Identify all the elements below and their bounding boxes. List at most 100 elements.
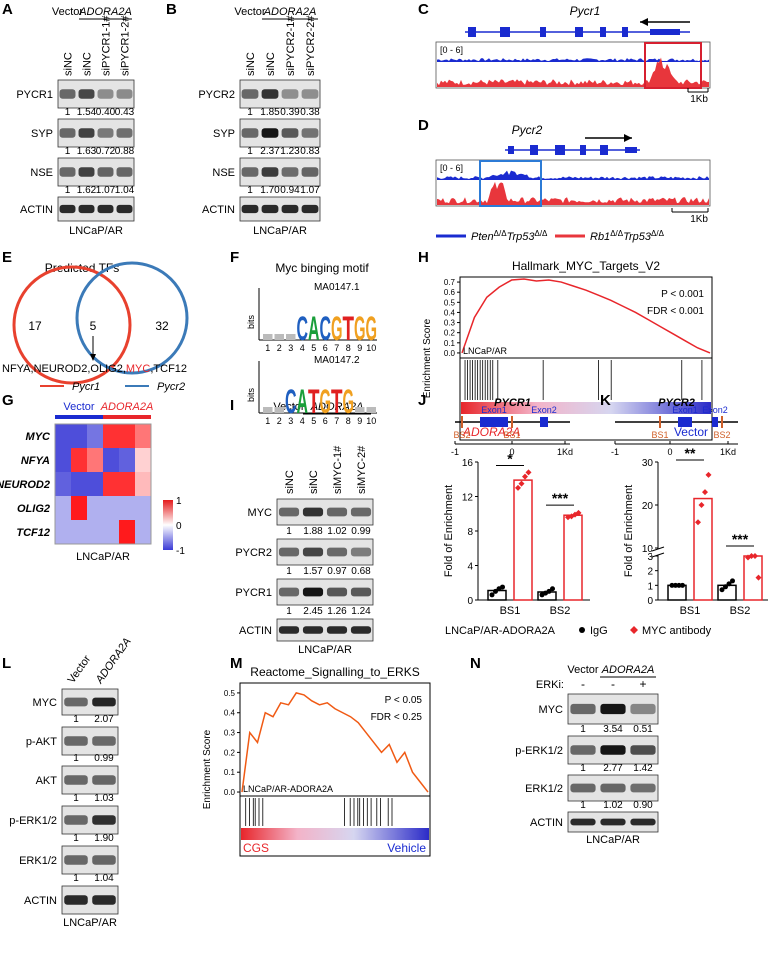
- band: [301, 128, 319, 138]
- point: [550, 586, 555, 592]
- quant-label: 1.42: [633, 763, 653, 774]
- heatmap-cell: [71, 472, 87, 496]
- x-tick-label: 10: [366, 343, 376, 353]
- quant-label: 1: [247, 146, 253, 157]
- band: [261, 128, 279, 138]
- group-label: CGS: [243, 841, 269, 855]
- heatmap-cell: [71, 448, 87, 472]
- band: [301, 89, 319, 99]
- heatmap-cell: [103, 448, 119, 472]
- logo-letter: G: [331, 310, 343, 348]
- lane-label: siPYCR2-1#: [285, 15, 297, 76]
- logo-letter: C: [320, 310, 332, 348]
- row-label: MYC: [26, 431, 52, 443]
- cell-line: LNCaP/AR: [63, 917, 117, 929]
- stat-label: FDR < 0.25: [371, 712, 423, 723]
- treatment-state: -: [581, 677, 585, 691]
- stat-label: FDR < 0.001: [647, 306, 704, 317]
- panel-letter: G: [2, 392, 14, 409]
- coord-label: 0: [667, 447, 672, 457]
- quant-label: 1.88: [303, 526, 323, 537]
- heatmap-cell: [103, 496, 119, 520]
- cell-line: LNCaP/AR: [69, 225, 123, 237]
- legend-superscript: Δ/Δ: [494, 229, 508, 238]
- axis-title: Fold of Enrichment: [623, 485, 635, 577]
- gene-name: PYCR2: [658, 397, 695, 409]
- legend-marker: [630, 626, 638, 634]
- point: [515, 484, 521, 491]
- group-label: Vehicle: [387, 841, 426, 855]
- x-tick-label: 9: [357, 416, 362, 426]
- exon: [712, 417, 718, 427]
- point: [695, 519, 701, 526]
- point: [669, 582, 675, 588]
- quant-label: 0.40: [96, 107, 116, 118]
- band: [278, 587, 300, 597]
- y-tick-label: 1: [647, 581, 653, 592]
- band: [116, 89, 133, 99]
- band: [59, 204, 76, 214]
- logo-letter: A: [297, 383, 309, 421]
- heatmap-cell: [135, 424, 151, 448]
- logo-letter: A: [308, 310, 320, 348]
- tf-name: NFYA,NEUROD2,OLIG2,: [2, 363, 126, 375]
- panel-letter: E: [2, 249, 12, 266]
- quant-label: 1: [247, 107, 253, 118]
- legend-gene: Rb1: [590, 231, 610, 243]
- exon: [575, 27, 583, 37]
- heatmap-cell: [55, 472, 71, 496]
- blot-label: p-ERK1/2: [515, 745, 563, 757]
- blot-label: PYCR1: [235, 587, 272, 599]
- quant-label: 0.68: [351, 566, 371, 577]
- point: [493, 588, 498, 594]
- panel-letter: K: [600, 392, 611, 409]
- heatmap-cell: [87, 472, 103, 496]
- rank-gradient: [241, 828, 429, 840]
- band: [92, 736, 116, 746]
- stat-label: P < 0.001: [661, 289, 704, 300]
- coverage-track: [437, 57, 709, 87]
- lane-label: siNC: [265, 52, 277, 76]
- panel-letter: C: [418, 1, 429, 18]
- highlight-box: [644, 42, 702, 89]
- blot-label: p-ERK1/2: [9, 815, 57, 827]
- venn-count: 32: [155, 319, 169, 333]
- row-label: OLIG2: [17, 503, 50, 515]
- blot-label: ERK1/2: [19, 855, 57, 867]
- logo-letter: G: [343, 383, 355, 421]
- exon-label: Exon2: [702, 405, 728, 415]
- band: [600, 703, 626, 715]
- cell-line: LNCaP/AR: [76, 551, 130, 563]
- x-tick-label: BS2: [550, 605, 571, 617]
- track-range: [0 - 6]: [440, 163, 463, 173]
- logo-stack: [355, 407, 365, 413]
- legend-label: Pycr2: [157, 381, 185, 393]
- y-tick-label: 0.3: [224, 729, 236, 738]
- quant-label: 1: [286, 566, 292, 577]
- lane-label: siNC: [245, 52, 257, 76]
- blot-label: p-AKT: [26, 736, 57, 748]
- exon: [540, 27, 546, 37]
- band: [97, 89, 114, 99]
- quant-label: 1.04: [115, 185, 135, 196]
- legend-marker: [579, 627, 585, 633]
- quant-label: 1.70: [260, 185, 280, 196]
- coverage-track: [437, 170, 709, 180]
- quant-label: 1: [73, 714, 79, 725]
- x-tick-label: 6: [323, 343, 328, 353]
- exon: [600, 145, 608, 155]
- point: [525, 469, 532, 476]
- heatmap-cell: [71, 496, 87, 520]
- band: [59, 167, 76, 177]
- quant-label: 0.88: [115, 146, 135, 157]
- lane-label: siNC: [82, 52, 94, 76]
- y-tick-label: 4: [467, 562, 473, 573]
- quant-label: 1: [73, 833, 79, 844]
- quant-label: 1.07: [300, 185, 320, 196]
- band: [241, 204, 259, 214]
- heatmap-cell: [119, 520, 135, 544]
- band: [301, 167, 319, 177]
- quant-label: 1.54: [77, 107, 97, 118]
- site-label: BS1: [651, 430, 668, 440]
- band: [78, 204, 95, 214]
